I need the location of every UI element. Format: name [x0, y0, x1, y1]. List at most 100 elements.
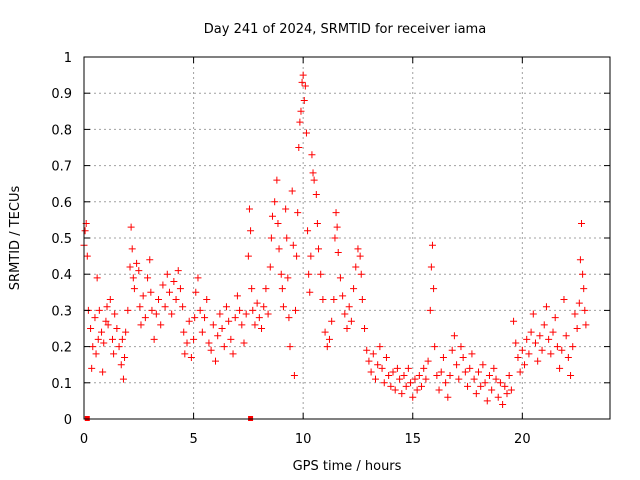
data-point: [393, 364, 401, 372]
data-point: [477, 382, 485, 390]
data-point: [334, 248, 342, 256]
data-point: [542, 303, 550, 311]
data-point: [172, 296, 180, 304]
data-point: [391, 386, 399, 394]
data-point: [247, 227, 255, 235]
data-point: [181, 350, 189, 358]
x-ticks: 0 5 10 15 20: [80, 57, 531, 447]
grid: [84, 57, 610, 419]
data-point: [295, 144, 303, 151]
data-point: [121, 353, 129, 361]
data-point: [253, 299, 261, 307]
data-point: [113, 325, 121, 332]
data-point: [115, 343, 123, 351]
data-point: [268, 212, 276, 220]
data-point: [92, 350, 100, 358]
y-tick-label: 0.4: [51, 268, 72, 283]
data-point: [93, 274, 101, 282]
data-point: [385, 372, 393, 380]
data-point: [165, 288, 173, 296]
data-point: [201, 314, 209, 322]
data-point: [437, 368, 445, 376]
data-point: [147, 288, 155, 296]
data-point: [499, 401, 507, 409]
data-point: [317, 270, 325, 278]
data-point: [420, 364, 428, 372]
data-point: [442, 379, 450, 387]
data-point: [323, 343, 331, 351]
data-point: [194, 274, 202, 282]
data-point: [575, 299, 583, 307]
data-point: [527, 328, 535, 336]
data-point: [439, 353, 447, 361]
data-point: [139, 292, 147, 300]
data-point: [273, 176, 281, 184]
data-point: [144, 274, 152, 282]
data-point: [110, 350, 118, 358]
data-point: [207, 346, 215, 354]
data-point: [106, 296, 114, 304]
data-point: [91, 314, 99, 322]
data-point: [301, 82, 309, 90]
data-point: [264, 310, 272, 318]
data-point: [297, 107, 305, 115]
data-point: [308, 151, 316, 159]
data-point: [328, 317, 336, 325]
data-point: [111, 310, 119, 318]
data-point: [267, 234, 275, 242]
data-point: [433, 372, 441, 380]
data-point: [426, 306, 434, 314]
data-point: [461, 368, 469, 376]
data-point: [389, 368, 397, 376]
x-tick-label: 5: [189, 432, 197, 447]
data-point: [244, 252, 252, 260]
data-point: [545, 335, 553, 343]
data-point: [427, 263, 435, 271]
data-point: [304, 227, 312, 235]
data-point: [87, 325, 95, 332]
data-point: [494, 393, 502, 401]
data-point: [293, 252, 301, 260]
data-point: [523, 335, 531, 343]
data-point: [289, 241, 297, 249]
data-point: [176, 285, 184, 293]
data-point: [371, 375, 379, 383]
data-point: [284, 274, 292, 282]
data-point: [220, 343, 228, 351]
data-point: [501, 382, 509, 390]
data-point: [191, 314, 199, 322]
data-point: [203, 296, 211, 304]
data-point: [529, 310, 537, 318]
data-point: [255, 314, 263, 322]
data-point: [83, 252, 91, 260]
data-point: [180, 328, 188, 336]
data-point: [310, 176, 318, 184]
data-point: [305, 270, 313, 278]
data-point: [538, 346, 546, 354]
data-point: [117, 361, 125, 369]
data-point: [118, 335, 126, 343]
plot-frame: [83, 56, 611, 420]
data-point: [402, 382, 410, 390]
data-point: [576, 256, 584, 264]
data-point: [387, 382, 395, 390]
data-point: [490, 364, 498, 372]
data-point: [222, 303, 230, 311]
y-tick-label: 0.8: [51, 123, 72, 138]
data-point: [507, 386, 515, 394]
y-tick-label: 0.7: [51, 160, 72, 175]
data-point: [103, 303, 111, 311]
data-point: [466, 364, 474, 372]
x-tick-label: 0: [80, 432, 88, 447]
data-point: [187, 353, 195, 361]
x-axis-label: GPS time / hours: [293, 459, 402, 474]
data-point: [382, 353, 390, 361]
data-point: [183, 339, 191, 347]
y-tick-label: 0.2: [51, 341, 72, 356]
data-point: [185, 317, 193, 325]
data-point: [556, 364, 564, 372]
data-point: [325, 335, 333, 343]
data-point: [357, 270, 365, 278]
data-point: [505, 372, 513, 380]
y-tick-label: 0.3: [51, 304, 72, 319]
